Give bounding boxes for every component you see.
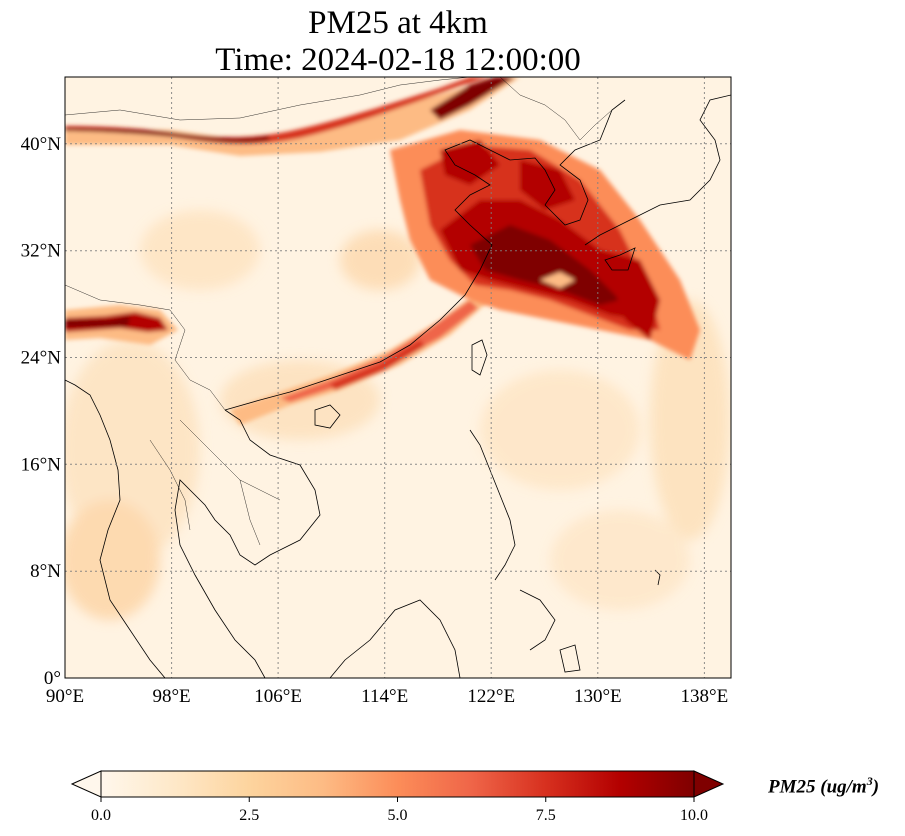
colorbar-extend-low [70,770,102,798]
map-title: PM25 at 4km [308,5,488,41]
coastlines [65,94,731,678]
lon-tick-label: 114°E [361,686,408,707]
colorbar-tick-label: 0.0 [91,807,111,824]
lat-tick-label: 24°N [21,347,62,368]
lat-tick-label: 8°N [30,561,61,582]
lon-tick-label: 130°E [574,686,622,707]
lat-tick-label: 0° [44,668,61,689]
colorbar-tick-label: 5.0 [388,807,408,824]
lat-tick-label: 32°N [21,241,62,262]
longitude-tick-labels: 90°E 98°E 106°E 114°E 122°E 130°E 138°E [46,686,728,707]
map-frame [64,76,732,679]
gridlines [65,77,731,678]
colorbar-label: PM25 (ug/m3) [768,774,880,798]
latitude-tick-labels: 0° 8°N 16°N 24°N 32°N 40°N [21,134,62,689]
map-timestamp: Time: 2024-02-18 12:00:00 [215,42,581,78]
colorbar-tick-label: 2.5 [239,807,259,824]
lon-tick-label: 106°E [254,686,302,707]
lon-tick-label: 90°E [46,686,84,707]
lon-tick-label: 122°E [467,686,515,707]
colorbar-tick-label: 7.5 [536,807,556,824]
country-borders [65,77,613,546]
colorbar-tick-label: 10.0 [680,807,708,824]
pm25-field [65,77,731,678]
lat-tick-label: 40°N [21,134,62,155]
lat-tick-label: 16°N [21,454,62,475]
lon-tick-label: 98°E [152,686,190,707]
colorbar: 0.0 2.5 5.0 7.5 10.0 [70,770,725,824]
colorbar-ticks: 0.0 2.5 5.0 7.5 10.0 [91,797,708,824]
colorbar-gradient [101,771,694,797]
lon-tick-label: 138°E [681,686,729,707]
colorbar-extend-high [693,770,725,798]
